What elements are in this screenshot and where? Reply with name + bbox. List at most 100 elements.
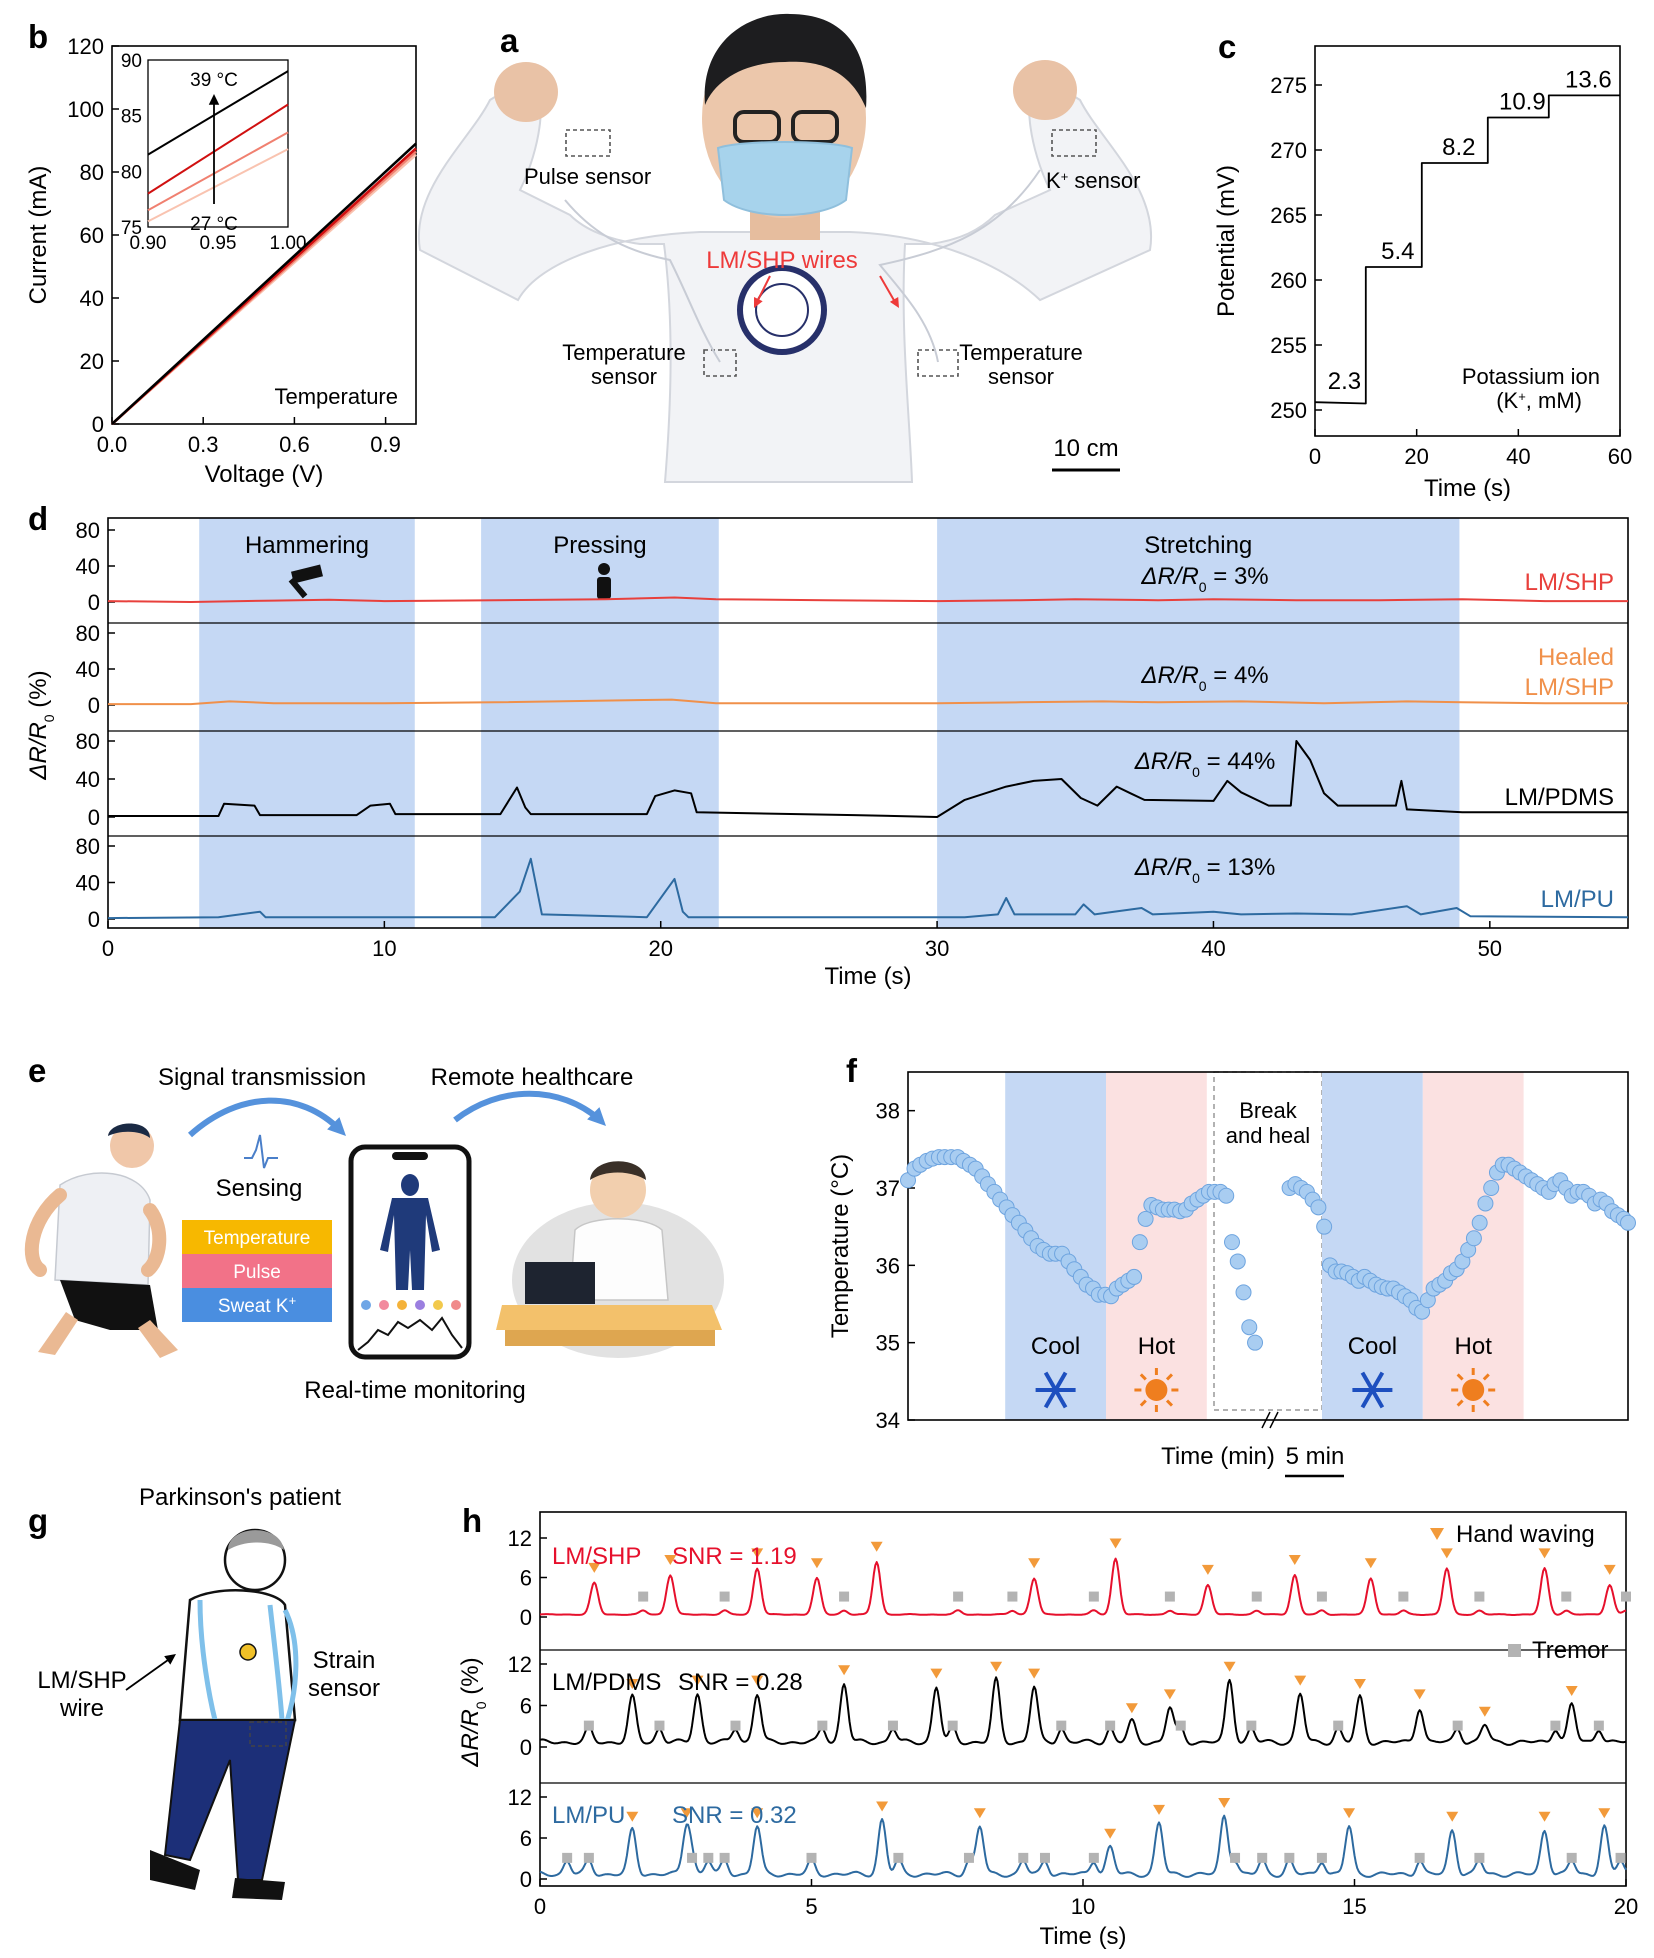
tremor-marker [1566, 1852, 1577, 1863]
x-axis-label: Time (s) [1039, 1923, 1126, 1950]
sun-ray [1165, 1399, 1174, 1407]
hand-waving-marker [588, 1562, 601, 1573]
data-point [1620, 1214, 1636, 1231]
inset-curve [147, 70, 289, 156]
inset-arrow-head [208, 94, 220, 105]
runner-head [110, 1124, 154, 1168]
hand-waving-marker [626, 1679, 639, 1690]
app-icon [433, 1300, 443, 1310]
wire-trace [878, 169, 1041, 363]
pulse-wave-icon [244, 1134, 278, 1169]
y-tick-label: 80 [76, 518, 100, 543]
y-tick-label: 40 [76, 767, 100, 792]
panel-label-h: h [462, 1502, 482, 1539]
y-tick-label: 80 [80, 160, 104, 185]
x-tick-label: 30 [925, 936, 949, 961]
snowflake-icon [1043, 1371, 1068, 1409]
data-point [1247, 1334, 1264, 1351]
tremor-marker [1018, 1852, 1029, 1863]
data-point [1316, 1218, 1333, 1235]
hair [704, 13, 867, 108]
tremor-marker [1414, 1852, 1425, 1863]
runner-arm [24, 1188, 67, 1277]
label-real-time-monitoring: Real-time monitoring [304, 1377, 525, 1404]
arrow-remote [453, 1090, 602, 1123]
data-point [1224, 1234, 1240, 1251]
sun-icon [1462, 1379, 1485, 1401]
x-tick-label: 10 [1071, 1894, 1095, 1919]
data-point [1477, 1195, 1494, 1212]
sensing-layer-label: Sweat K+ [218, 1293, 296, 1318]
hand-waving-marker [1288, 1554, 1301, 1565]
y-tick-label: 255 [1270, 333, 1307, 358]
x-tick-label: 0 [534, 1894, 546, 1919]
delta-r-trace [539, 1814, 1627, 1878]
series-name: LM/SHP [1525, 569, 1614, 596]
x-tick-label: 40 [1506, 444, 1530, 469]
panel-label-a: a [500, 22, 519, 59]
tremor-marker [947, 1720, 958, 1731]
hand-waving-marker [1218, 1798, 1231, 1809]
tremor-marker [1316, 1591, 1327, 1602]
y-tick-label: 6 [520, 1566, 532, 1591]
delta-annotation: ΔR/R0 = 44% [1134, 748, 1276, 780]
step-label: 2.3 [1328, 368, 1361, 395]
tremor-marker [839, 1591, 850, 1602]
hand-waving-marker [1104, 1828, 1117, 1839]
legend-title: Potassium ion [1462, 364, 1600, 389]
wire-pointer-head [164, 1654, 176, 1665]
hand-waving-marker [751, 1808, 764, 1819]
tremor-marker [817, 1720, 828, 1731]
runner-arm [141, 1203, 167, 1277]
snr-label: SNR = 1.19 [672, 1543, 797, 1570]
y-tick-label: 6 [520, 1694, 532, 1719]
shaded-region [1106, 1072, 1207, 1420]
data-point [1235, 1284, 1252, 1301]
data-point [1483, 1180, 1500, 1196]
x-axis-label: Time (min) [1161, 1443, 1275, 1470]
tremor-marker [1284, 1852, 1295, 1863]
region-label: Hammering [245, 532, 369, 559]
shaded-region [199, 518, 415, 928]
label-signal-transmission: Signal transmission [158, 1064, 366, 1091]
scalebar-label: 10 cm [1053, 435, 1118, 462]
y-tick-label: 40 [76, 871, 100, 896]
data-point [1465, 1230, 1482, 1247]
tremor-marker [1316, 1852, 1327, 1863]
data-point [1241, 1319, 1258, 1336]
hand-waving-marker [751, 1548, 764, 1559]
tremor-marker [1088, 1591, 1099, 1602]
delta-annotation: ΔR/R0 = 13% [1134, 854, 1276, 886]
panel-label-b: b [28, 18, 48, 55]
region-label: Hot [1138, 1333, 1176, 1360]
panel-label-d: d [28, 500, 48, 537]
y-axis-label: ΔR/R0 (%) [25, 670, 57, 780]
x-tick-label: 15 [1342, 1894, 1366, 1919]
delta-r-trace [107, 857, 1629, 920]
tremor-marker [963, 1852, 974, 1863]
x-tick-label: 0.3 [188, 432, 219, 457]
y-axis-label: Current (mA) [25, 166, 52, 305]
tremor-marker [562, 1852, 573, 1863]
tremor-marker [1246, 1720, 1257, 1731]
snowflake-icon [1360, 1371, 1385, 1409]
sun-ray [1482, 1399, 1490, 1407]
inset-x-tick: 0.90 [130, 233, 167, 254]
hand-waving-marker [1364, 1558, 1377, 1569]
runner-hair [108, 1123, 150, 1138]
label-lm-shp-wire: LM/SHP [37, 1667, 126, 1694]
data-point [1131, 1234, 1148, 1251]
sensing-layer [182, 1254, 332, 1288]
y-tick-label: 12 [508, 1526, 532, 1551]
tremor-marker [1257, 1852, 1268, 1863]
data-point [1126, 1268, 1143, 1285]
delta-r-trace [108, 698, 1628, 706]
step-label: 8.2 [1442, 134, 1475, 161]
region-label: Cool [1031, 1333, 1080, 1360]
person-icon [598, 563, 610, 575]
legend-hand-waving: Hand waving [1456, 1521, 1595, 1548]
y-tick-label: 270 [1270, 138, 1307, 163]
sun-ray [1139, 1373, 1147, 1381]
tremor-marker [1056, 1720, 1067, 1731]
